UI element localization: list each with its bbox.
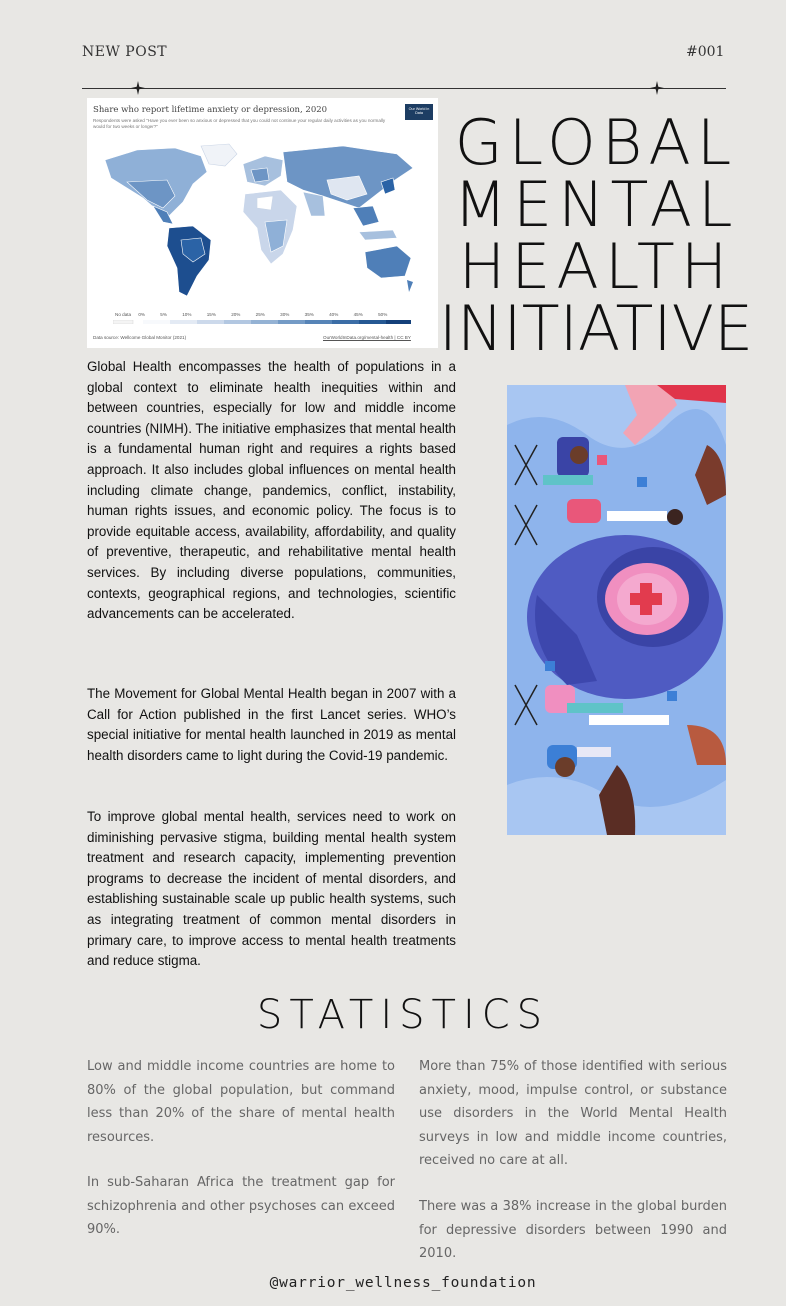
mental-health-illustration — [507, 385, 726, 835]
map-credit-link[interactable]: OurWorldInData.org/mental-health | CC BY — [323, 335, 411, 340]
legend-tick: 5% — [160, 312, 167, 317]
title-line-1: GLOBAL — [454, 106, 738, 179]
sparkle-icon — [131, 81, 145, 95]
new-post-label: NEW POST — [82, 44, 168, 60]
legend-tick: 30% — [280, 312, 290, 317]
stat-no-care: More than 75% of those identified with s… — [419, 1059, 727, 1169]
map-subtitle: Respondents were asked "Have you ever be… — [93, 118, 386, 129]
legend-tick: 20% — [231, 312, 241, 317]
title-line-3: HEALTH — [458, 230, 734, 303]
map-legend-labels: No data 0% 5% 10% 15% 20% 25% 30% 35% 40… — [115, 312, 415, 317]
post-number: #001 — [686, 44, 725, 60]
legend-tick: 35% — [304, 312, 314, 317]
title-line-2: MENTAL — [453, 168, 739, 241]
owid-logo: Our World in Data — [405, 104, 433, 120]
map-legend-scale — [113, 320, 411, 324]
legend-no-data: No data — [115, 312, 132, 317]
stat-resources: Low and middle income countries are home… — [87, 1059, 395, 1145]
stat-africa-gap: In sub-Saharan Africa the treatment gap … — [87, 1175, 395, 1238]
stat-depression-burden: There was a 38% increase in the global b… — [419, 1199, 727, 1262]
legend-tick: 25% — [255, 312, 265, 317]
title-line-4: INITIATIVE — [438, 292, 754, 365]
paragraph-movement: The Movement for Global Mental Health be… — [87, 686, 456, 763]
paragraph-improve: To improve global mental health, service… — [87, 809, 456, 969]
paragraph-global-health: Global Health encompasses the health of … — [87, 359, 456, 622]
map-source: Data source: Wellcome Global Monitor (20… — [93, 335, 187, 340]
legend-tick: 15% — [206, 312, 216, 317]
legend-tick: 0% — [138, 312, 146, 317]
legend-tick: 40% — [329, 312, 339, 317]
anxiety-depression-map: Share who report lifetime anxiety or dep… — [87, 98, 438, 348]
sparkle-icon — [650, 81, 664, 95]
statistics-heading: STATISTICS — [256, 992, 550, 1038]
map-title: Share who report lifetime anxiety or dep… — [93, 105, 328, 115]
social-handle[interactable]: @warrior_wellness_foundation — [269, 1275, 537, 1291]
header-divider — [82, 88, 726, 89]
world-map — [104, 143, 414, 297]
legend-tick: 10% — [182, 312, 192, 317]
legend-tick: 50% — [378, 312, 388, 317]
legend-tick: 45% — [353, 312, 363, 317]
